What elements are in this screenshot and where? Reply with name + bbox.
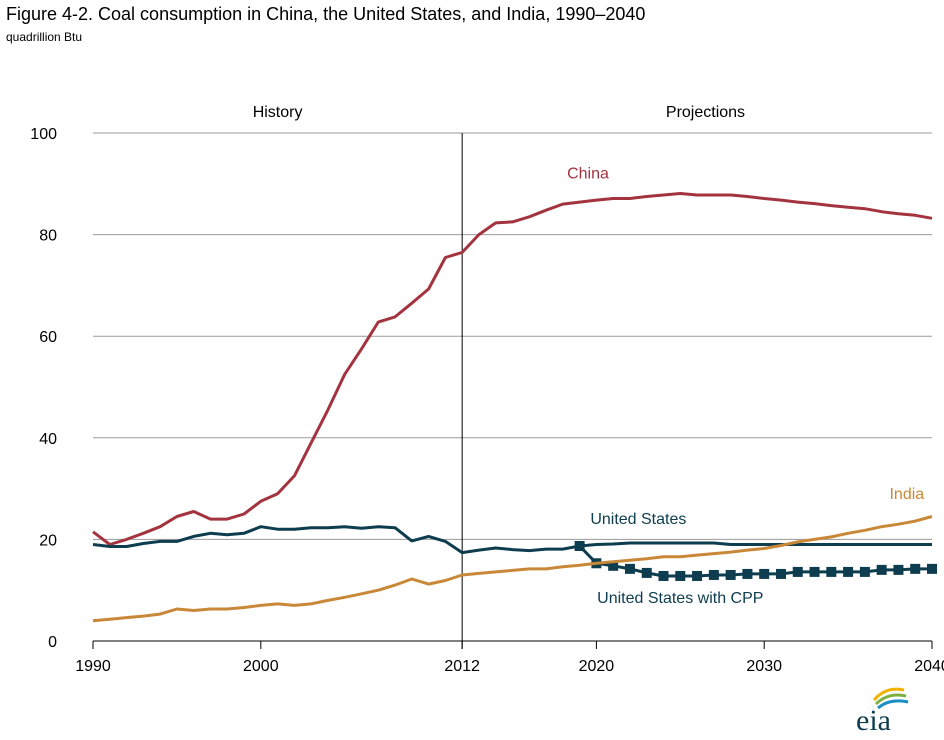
series-marker-united-states-with-cpp xyxy=(927,563,937,574)
logo-swoosh-green xyxy=(874,693,907,706)
series-marker-united-states-with-cpp xyxy=(725,569,736,580)
series-marker-united-states-with-cpp xyxy=(893,564,904,575)
series-marker-united-states-with-cpp xyxy=(624,563,635,574)
y-tick-label-80: 80 xyxy=(39,228,57,245)
series-marker-united-states-with-cpp xyxy=(658,570,669,581)
chart-subtitle: quadrillion Btu xyxy=(6,30,83,44)
series-marker-united-states-with-cpp xyxy=(675,570,686,581)
series-marker-united-states-with-cpp xyxy=(792,566,803,577)
logo-swoosh-blue xyxy=(877,699,909,710)
x-tick-label-2040: 2040 xyxy=(914,658,944,675)
chart-title: Figure 4-2. Coal consumption in China, t… xyxy=(6,4,646,24)
series-label-india: India xyxy=(889,486,924,503)
y-tick-label-20: 20 xyxy=(39,532,57,549)
x-tick-label-2000: 2000 xyxy=(243,658,279,675)
series-marker-united-states-with-cpp xyxy=(775,568,786,579)
series-marker-united-states-with-cpp xyxy=(692,570,703,581)
series-label-united-states-with-cpp: United States with CPP xyxy=(597,590,763,607)
series-marker-united-states-with-cpp xyxy=(809,566,820,577)
logo-text: eia xyxy=(856,704,891,734)
series-label-united-states: United States xyxy=(590,511,686,528)
series-marker-united-states-with-cpp xyxy=(859,566,870,577)
x-tick-label-1990: 1990 xyxy=(75,658,111,675)
y-tick-label-0: 0 xyxy=(48,634,57,651)
series-marker-united-states-with-cpp xyxy=(574,541,585,552)
series-marker-united-states-with-cpp xyxy=(742,568,753,579)
series-line-united-states-with-cpp xyxy=(578,544,932,578)
series-line-china xyxy=(92,192,933,546)
logo-swoosh-yellow xyxy=(872,687,905,702)
eia-logo: eia xyxy=(856,687,909,734)
region-label-projections: Projections xyxy=(666,104,745,121)
x-tick-label-2012: 2012 xyxy=(444,658,480,675)
series-marker-united-states-with-cpp xyxy=(759,568,770,579)
region-label-history: History xyxy=(253,104,303,121)
series-line-india xyxy=(92,515,933,623)
series-label-china: China xyxy=(567,166,609,183)
series-marker-united-states-with-cpp xyxy=(826,566,837,577)
series-marker-united-states-with-cpp xyxy=(708,569,719,580)
y-tick-label-100: 100 xyxy=(30,126,57,143)
x-tick-label-2020: 2020 xyxy=(579,658,615,675)
y-tick-label-40: 40 xyxy=(39,431,57,448)
series-marker-united-states-with-cpp xyxy=(641,567,652,578)
series-marker-united-states-with-cpp xyxy=(843,566,854,577)
series-marker-united-states-with-cpp xyxy=(876,564,887,575)
y-tick-label-60: 60 xyxy=(39,329,57,346)
series-marker-united-states-with-cpp xyxy=(608,560,619,571)
series-marker-united-states-with-cpp xyxy=(910,563,921,574)
x-tick-label-2030: 2030 xyxy=(746,658,782,675)
